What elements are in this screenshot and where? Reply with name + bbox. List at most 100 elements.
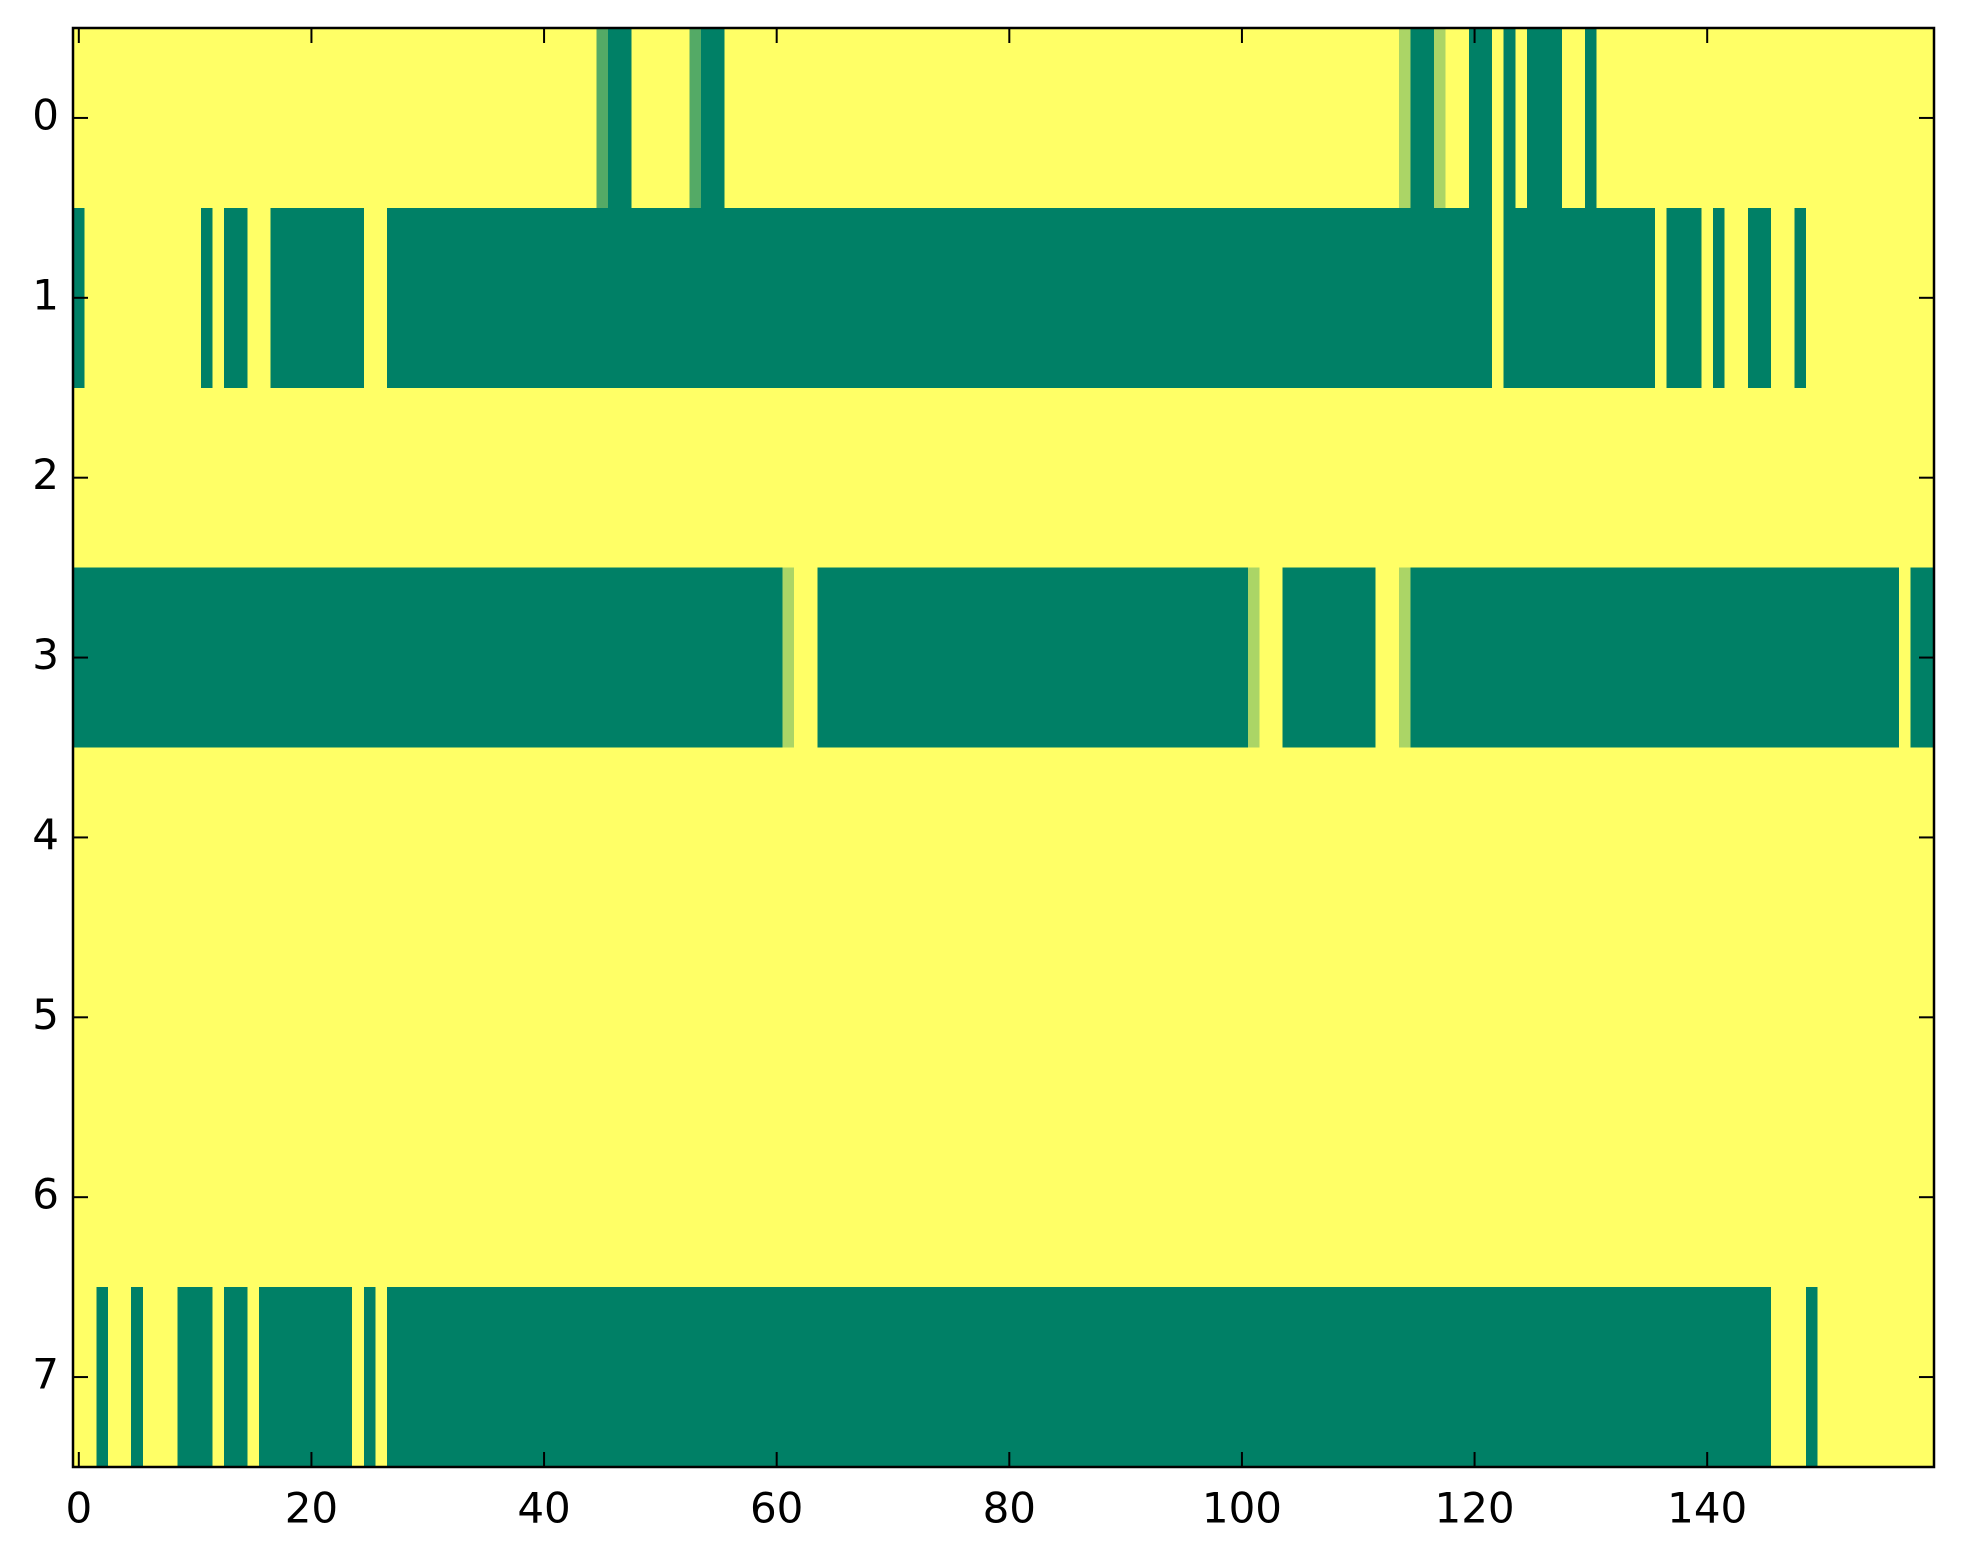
cell: [212, 747, 225, 928]
cell: [1375, 747, 1388, 928]
cell: [1643, 747, 1656, 928]
cell: [898, 28, 912, 209]
x-tick-label: 40: [517, 1484, 570, 1533]
cell: [247, 747, 260, 928]
cell: [1236, 1287, 1249, 1468]
cell: [584, 207, 598, 389]
cell: [922, 28, 935, 209]
cell: [1550, 747, 1563, 928]
cell: [1340, 747, 1354, 928]
cell: [1352, 1107, 1365, 1288]
cell: [1340, 1287, 1354, 1468]
cell: [829, 927, 842, 1108]
cell: [829, 207, 842, 389]
cell: [1387, 567, 1400, 749]
cell: [1503, 567, 1516, 749]
cell: [1899, 28, 1912, 209]
cell: [538, 207, 551, 389]
cell: [689, 28, 702, 209]
cell: [561, 207, 574, 389]
cell: [270, 927, 283, 1108]
cell: [177, 207, 190, 389]
cell: [747, 1107, 760, 1288]
cell: [1026, 1107, 1039, 1288]
cell: [387, 927, 400, 1108]
cell: [1457, 1107, 1470, 1288]
cell: [805, 1287, 818, 1468]
cell: [747, 567, 760, 749]
cell: [1654, 207, 1668, 389]
cell: [1585, 927, 1598, 1108]
cell: [735, 1287, 749, 1468]
cell: [538, 387, 551, 569]
cell: [433, 1287, 446, 1468]
cell: [1480, 1287, 1493, 1468]
cell: [1329, 207, 1342, 389]
cell: [1445, 927, 1458, 1108]
cell: [235, 207, 249, 389]
cell: [1596, 747, 1609, 928]
cell: [735, 28, 749, 209]
cell: [1201, 567, 1214, 749]
cell: [735, 387, 749, 569]
cell: [1015, 28, 1028, 209]
cell: [166, 1287, 179, 1468]
cell: [480, 207, 493, 389]
cell: [1503, 927, 1516, 1108]
cell: [1619, 207, 1633, 389]
cell: [1899, 207, 1912, 389]
cell: [410, 1107, 423, 1288]
cell: [1713, 207, 1726, 389]
cell: [1806, 387, 1819, 569]
cell: [328, 1107, 342, 1288]
cell: [1619, 1287, 1633, 1468]
cell: [200, 1287, 214, 1468]
cell: [1666, 207, 1679, 389]
cell: [270, 207, 283, 389]
cell: [1364, 1107, 1377, 1288]
cell: [1131, 207, 1144, 389]
cell: [503, 28, 516, 209]
cell: [352, 567, 365, 749]
cell: [1387, 1107, 1400, 1288]
cell: [1398, 1107, 1412, 1288]
cell: [735, 927, 749, 1108]
cell: [770, 1107, 784, 1288]
cell: [1701, 1287, 1714, 1468]
cell: [1771, 1287, 1784, 1468]
cell: [1538, 207, 1551, 389]
cell: [619, 387, 632, 569]
cell: [107, 927, 121, 1108]
cell: [1701, 1107, 1714, 1288]
cell: [1352, 28, 1365, 209]
cell: [1457, 747, 1470, 928]
cell: [887, 747, 900, 928]
cell: [910, 207, 923, 389]
cell: [1678, 927, 1691, 1108]
plot-frame: [71, 26, 1936, 1469]
cell: [1294, 1287, 1307, 1468]
cell: [1305, 207, 1319, 389]
cell: [1585, 567, 1598, 749]
cell: [1294, 1107, 1307, 1288]
cell: [1829, 927, 1842, 1108]
cell: [1585, 1287, 1598, 1468]
cell: [1887, 747, 1900, 928]
cell: [840, 207, 853, 389]
cell: [1096, 567, 1109, 749]
cell: [1061, 387, 1074, 569]
cell: [235, 747, 249, 928]
cell: [1096, 28, 1109, 209]
cell: [1364, 387, 1377, 569]
cell: [1224, 1287, 1237, 1468]
cell: [1561, 1287, 1575, 1468]
cell: [1201, 1107, 1214, 1288]
cell: [1119, 747, 1133, 928]
cell: [1457, 28, 1470, 209]
cell: [759, 1107, 772, 1288]
cell: [770, 927, 784, 1108]
cell: [1433, 387, 1447, 569]
cell: [933, 1107, 946, 1288]
cell: [1678, 387, 1691, 569]
cell: [1619, 747, 1633, 928]
